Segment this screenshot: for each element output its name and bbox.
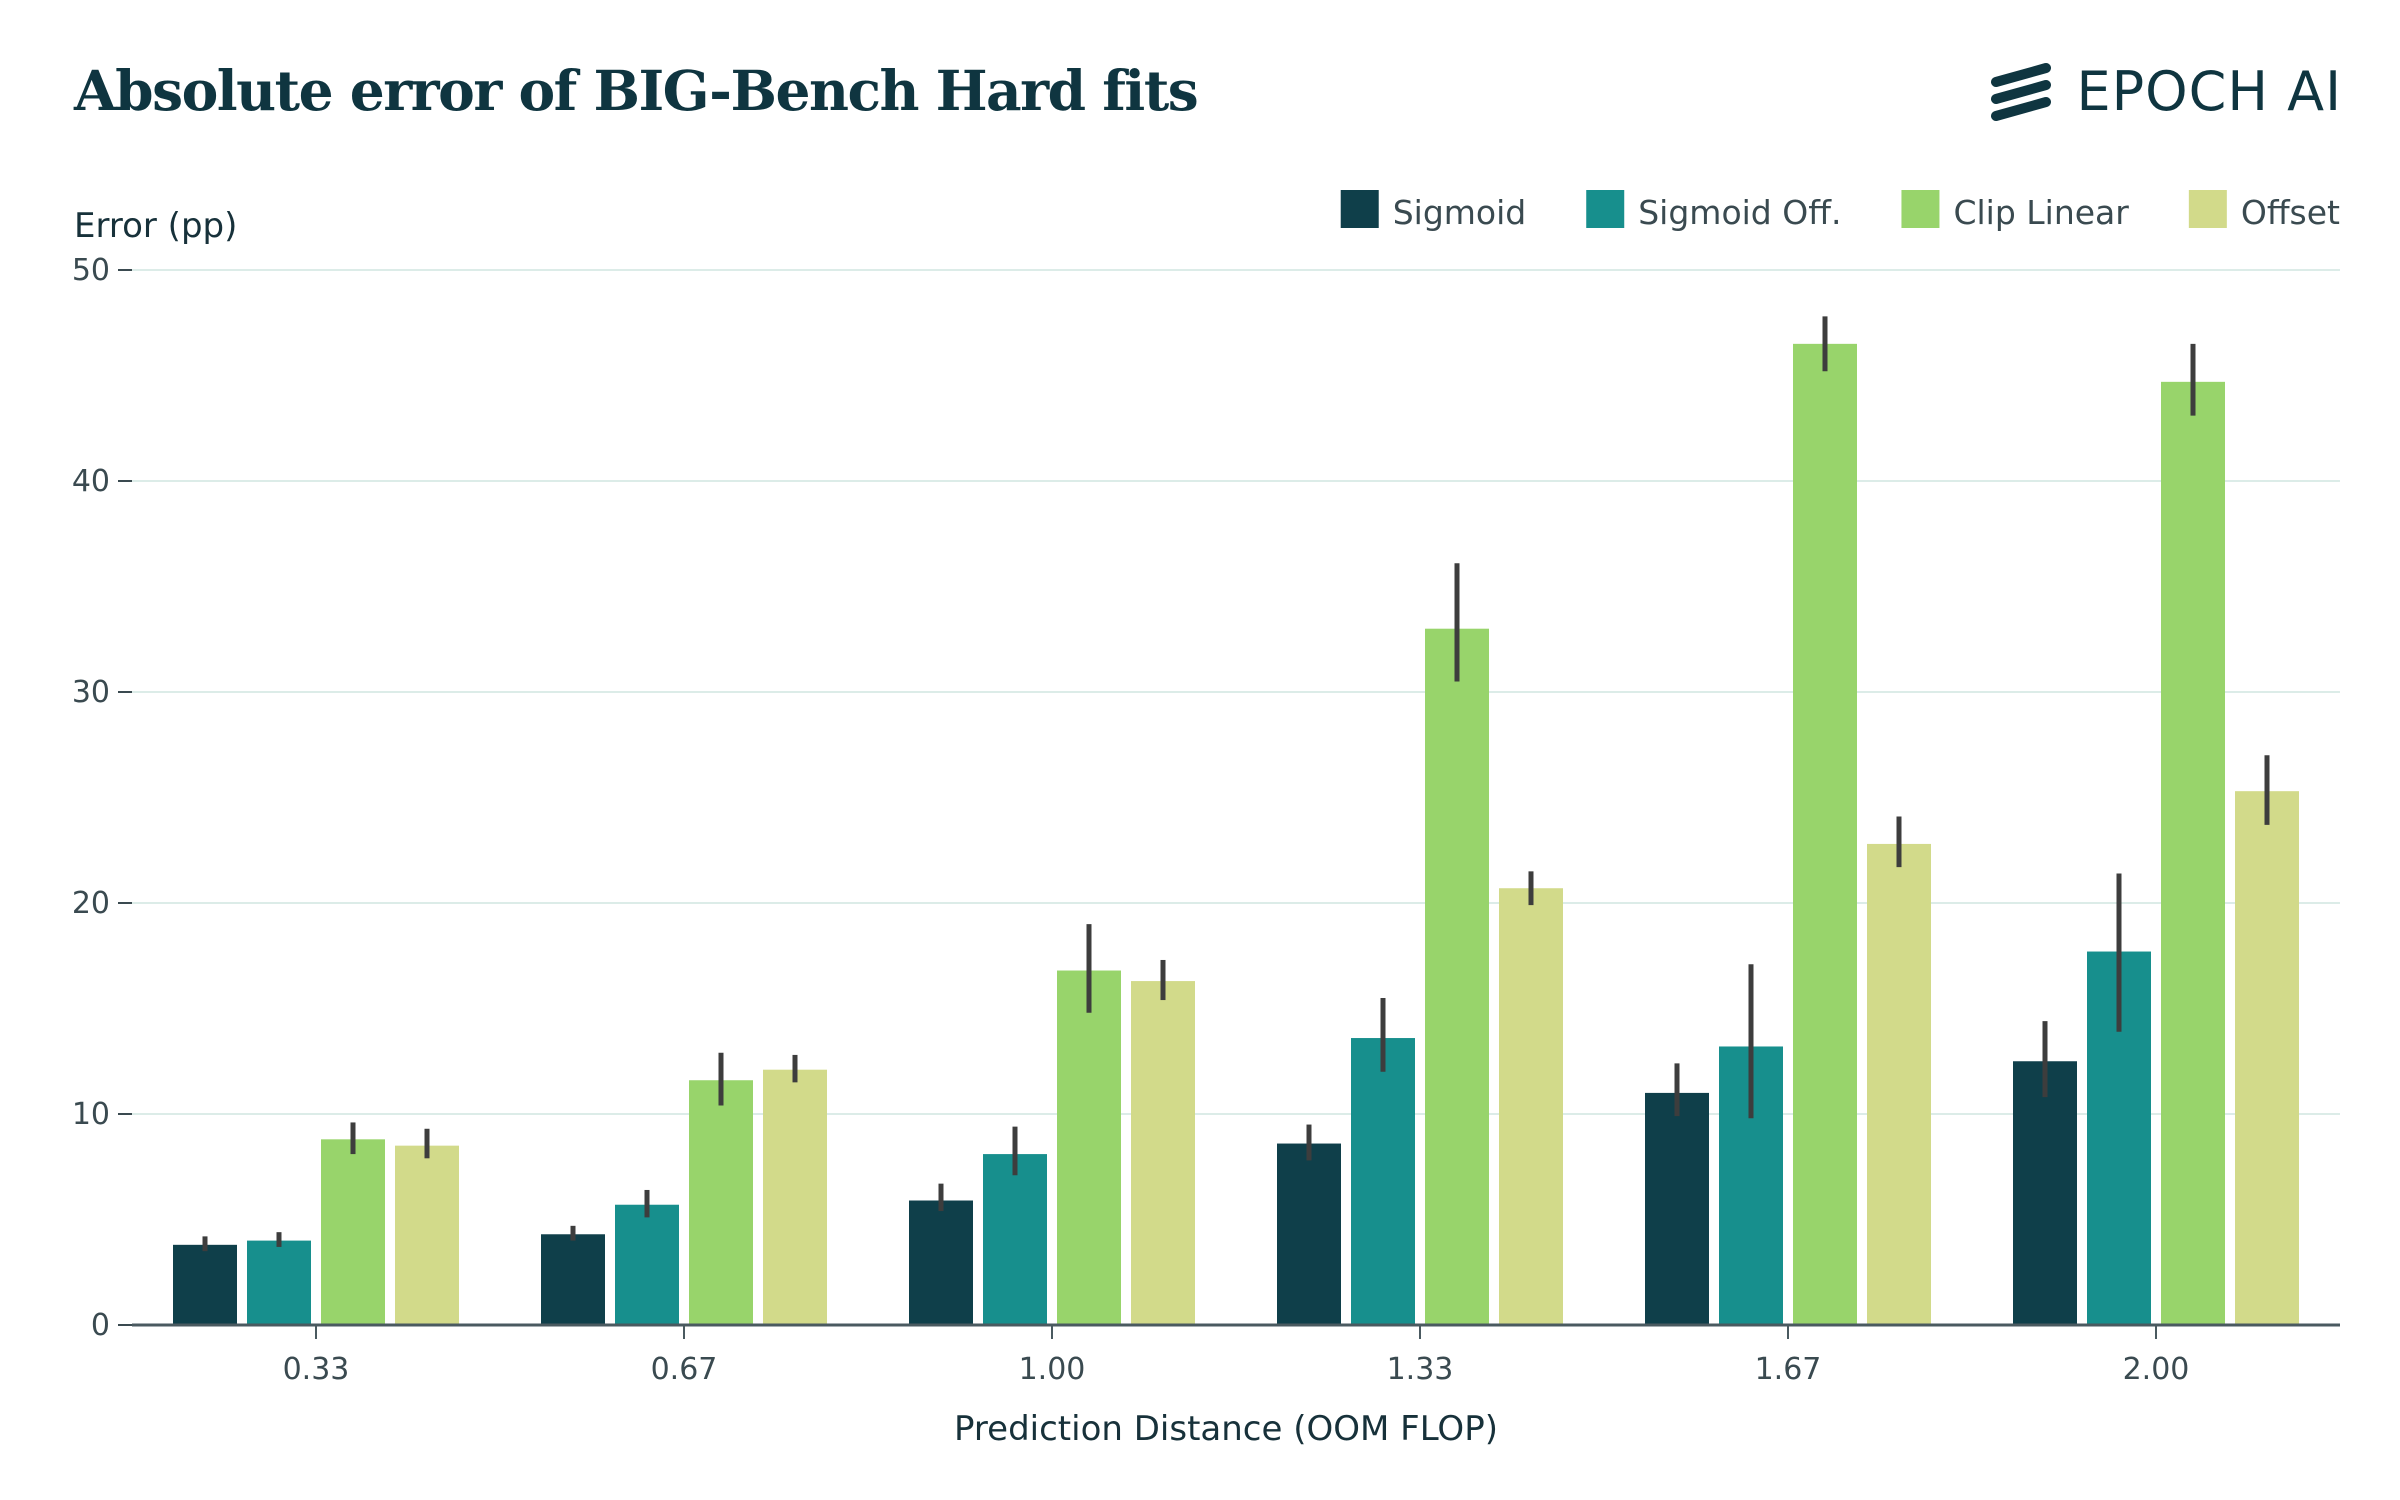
y-tick-label: 30 [72, 675, 110, 710]
legend-item: Sigmoid [1340, 190, 1527, 232]
bar [983, 1154, 1047, 1325]
axes: 0 10 20 30 40 50 0.33 0.67 1.00 1.33 1.67 2.00 [72, 253, 2340, 1387]
y-axis-label: Error (pp) [74, 206, 237, 246]
bar [2013, 1061, 2077, 1325]
x-tick-label: 1.67 [1755, 1352, 1822, 1387]
legend-item: Sigmoid Off. [1586, 190, 1841, 232]
bar [1351, 1038, 1415, 1325]
legend-swatch [2188, 190, 2227, 228]
legend-swatch [1586, 190, 1625, 228]
x-tick-label: 1.00 [1019, 1352, 1086, 1387]
chart-title: Absolute error of BIG-Bench Hard fits [74, 58, 1199, 123]
bar [615, 1204, 679, 1325]
x-tick-label: 0.67 [651, 1352, 718, 1387]
legend-label: Clip Linear [1953, 193, 2129, 232]
bar [1793, 343, 1857, 1326]
x-tick-label: 0.33 [283, 1352, 350, 1387]
bar [541, 1234, 605, 1325]
brand-logo: EPOCH AI [1988, 60, 2342, 123]
legend: Sigmoid Sigmoid Off. Clip Linear Offset [1340, 190, 2340, 232]
legend-swatch [1901, 190, 1940, 228]
bar [395, 1145, 459, 1325]
y-tick-label: 40 [72, 464, 110, 499]
bar [1425, 628, 1489, 1325]
bars [173, 343, 2299, 1326]
bar [1645, 1092, 1709, 1325]
bar [247, 1240, 311, 1325]
y-tick-label: 10 [72, 1097, 110, 1132]
bar [2235, 791, 2299, 1325]
bar [1867, 843, 1931, 1325]
bar [763, 1069, 827, 1325]
brand-name: EPOCH AI [2076, 60, 2342, 123]
x-axis-label: Prediction Distance (OOM FLOP) [954, 1409, 1498, 1449]
bar [1131, 981, 1195, 1325]
y-tick-label: 0 [91, 1308, 110, 1343]
y-tick-label: 50 [72, 253, 110, 288]
legend-item: Clip Linear [1901, 190, 2129, 232]
legend-swatch [1340, 190, 1379, 228]
error-bars [202, 316, 2270, 1252]
bar [2161, 381, 2225, 1326]
legend-label: Sigmoid Off. [1638, 193, 1841, 232]
bar [1277, 1143, 1341, 1325]
legend-item: Offset [2188, 190, 2340, 232]
y-tick-label: 20 [72, 886, 110, 921]
x-tick-label: 2.00 [2123, 1352, 2190, 1387]
epoch-stripes-icon [1991, 62, 2052, 121]
bar [689, 1080, 753, 1325]
x-tick-label: 1.33 [1387, 1352, 1454, 1387]
bar [909, 1200, 973, 1325]
legend-label: Sigmoid [1393, 193, 1527, 232]
legend-label: Offset [2241, 193, 2340, 232]
bar [321, 1139, 385, 1325]
bar [173, 1244, 237, 1325]
gridlines [132, 269, 2340, 1115]
bar [1499, 888, 1563, 1325]
bar [1057, 970, 1121, 1325]
